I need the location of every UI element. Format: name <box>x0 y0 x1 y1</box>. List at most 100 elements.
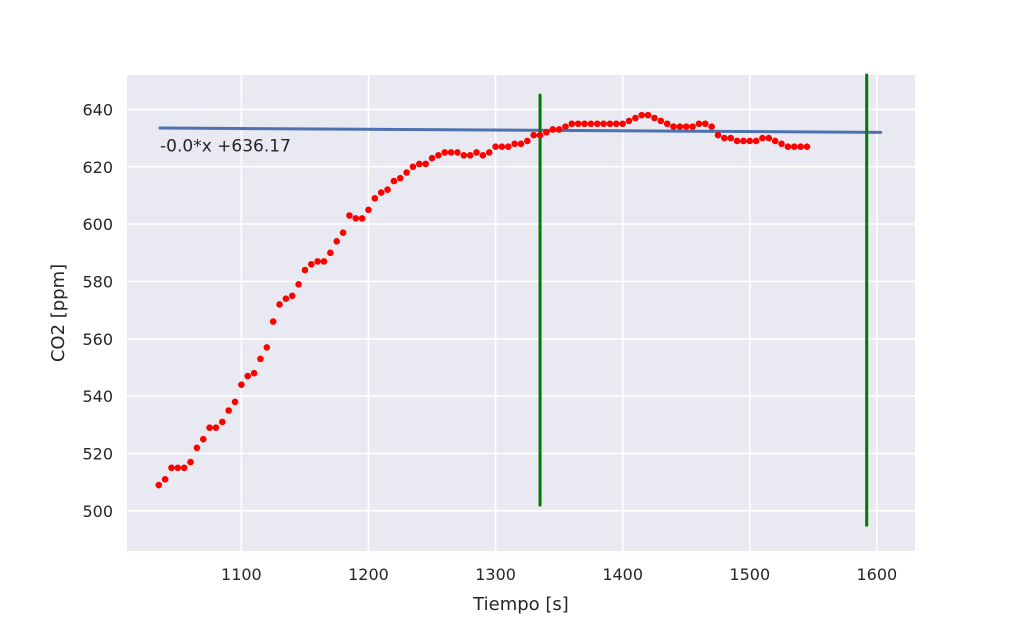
x-tick-label: 1400 <box>602 565 643 584</box>
data-point <box>689 123 696 130</box>
data-point <box>244 372 252 380</box>
data-point <box>479 151 487 159</box>
x-tick-label: 1600 <box>857 565 898 584</box>
data-point <box>663 120 671 128</box>
data-point <box>670 123 677 130</box>
data-point <box>568 120 576 128</box>
grid-lines <box>127 75 915 551</box>
data-point <box>638 111 646 119</box>
data-point <box>790 143 798 150</box>
data-point <box>613 120 620 128</box>
data-point <box>759 134 766 142</box>
data-point <box>269 318 277 325</box>
data-point <box>600 120 607 128</box>
data-point <box>708 123 715 130</box>
data-point <box>657 117 665 125</box>
data-point <box>587 120 595 128</box>
fit-equation-label: -0.0*x +636.17 <box>160 137 291 157</box>
data-point <box>447 149 455 156</box>
data-point <box>619 120 626 128</box>
data-point <box>504 143 512 150</box>
data-point <box>250 369 258 377</box>
data-point <box>721 134 728 142</box>
x-tick-label: 1300 <box>475 565 516 584</box>
data-point <box>371 195 379 202</box>
y-tick-label: 500 <box>82 502 113 521</box>
data-point <box>778 140 785 148</box>
x-tick-label: 1100 <box>221 565 262 584</box>
data-point <box>752 137 760 145</box>
x-tick-label: 1200 <box>348 565 389 584</box>
data-point <box>339 229 347 237</box>
data-point <box>396 174 404 182</box>
data-point <box>644 111 652 119</box>
data-point <box>428 154 436 162</box>
data-point <box>797 143 804 150</box>
data-point <box>454 149 461 156</box>
data-point <box>511 140 518 148</box>
data-point <box>473 149 480 156</box>
y-tick-label: 540 <box>82 387 113 406</box>
x-axis-label: Tiempo [s] <box>472 594 569 615</box>
data-point <box>403 169 410 176</box>
data-point <box>307 260 315 268</box>
data-point <box>168 464 175 472</box>
data-point <box>562 123 569 130</box>
data-point <box>199 435 207 443</box>
y-tick-label: 640 <box>82 100 113 119</box>
y-tick-label: 560 <box>82 330 113 349</box>
data-point <box>187 458 194 466</box>
data-point <box>574 120 582 128</box>
data-point <box>320 258 328 265</box>
series-layer <box>155 73 883 527</box>
data-point <box>333 238 341 245</box>
y-axis-label: CO2 [ppm] <box>48 264 69 362</box>
data-point <box>701 120 709 128</box>
data-point <box>555 126 563 133</box>
data-point <box>517 140 525 148</box>
data-point <box>288 292 296 300</box>
data-point <box>422 160 429 168</box>
data-point <box>257 355 264 363</box>
data-point <box>536 131 544 139</box>
annotation-layer: -0.0*x +636.17 <box>160 137 291 157</box>
data-point <box>263 344 271 351</box>
y-tick-label: 600 <box>82 215 113 234</box>
data-point <box>727 134 735 142</box>
data-point <box>301 266 309 274</box>
data-point <box>549 126 557 133</box>
data-point <box>225 407 232 414</box>
data-point <box>466 151 474 159</box>
data-point <box>460 151 468 159</box>
data-point <box>803 143 811 150</box>
data-point <box>161 476 169 483</box>
data-point <box>625 117 633 125</box>
data-point <box>733 137 741 145</box>
data-point <box>377 189 385 196</box>
data-point <box>365 206 372 214</box>
data-point <box>352 215 360 222</box>
data-point <box>524 137 531 145</box>
fit-line <box>158 126 883 134</box>
data-point <box>390 177 398 185</box>
data-point <box>174 464 182 472</box>
data-point <box>155 481 163 489</box>
data-point <box>765 134 773 142</box>
data-point <box>740 137 747 145</box>
data-point <box>714 131 722 139</box>
data-point <box>632 114 639 122</box>
data-point <box>530 131 538 139</box>
data-point <box>206 424 213 431</box>
data-point <box>676 123 684 130</box>
data-point <box>435 151 442 159</box>
data-point <box>606 120 614 128</box>
y-tick-label: 620 <box>82 158 113 177</box>
y-tick-label: 580 <box>82 272 113 291</box>
data-point <box>193 444 201 452</box>
data-point <box>651 114 658 122</box>
data-point <box>219 418 226 426</box>
data-point <box>282 295 290 302</box>
data-point <box>771 137 779 145</box>
data-point <box>295 281 302 288</box>
data-point <box>327 249 334 257</box>
